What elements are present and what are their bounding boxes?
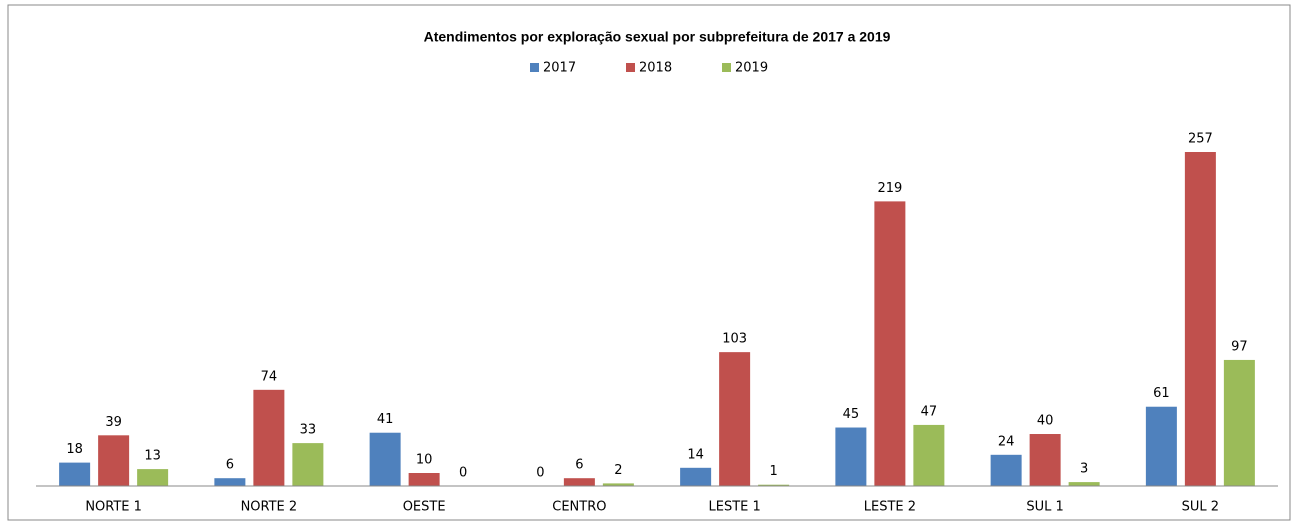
bar <box>1068 482 1100 486</box>
legend-swatch <box>722 63 731 72</box>
bar <box>990 454 1022 486</box>
bar <box>1145 406 1177 486</box>
data-label: 24 <box>998 434 1015 449</box>
data-label: 97 <box>1231 339 1248 354</box>
x-tick-label: SUL 2 <box>1182 500 1219 515</box>
x-tick-label: OESTE <box>403 500 446 515</box>
bar <box>59 462 91 486</box>
x-tick-label: NORTE 1 <box>85 500 142 515</box>
data-label: 6 <box>226 458 234 473</box>
bar <box>1029 434 1061 486</box>
x-tick-label: SUL 1 <box>1026 500 1063 515</box>
data-label: 257 <box>1188 132 1213 147</box>
bar <box>874 201 906 487</box>
data-label: 219 <box>877 181 902 196</box>
x-tick-label: LESTE 2 <box>864 500 916 515</box>
data-label: 41 <box>377 412 394 427</box>
bar <box>835 427 867 486</box>
data-label: 61 <box>1153 386 1170 401</box>
bar <box>408 473 440 486</box>
chart-title: Atendimentos por exploração sexual por s… <box>424 29 891 45</box>
data-label: 13 <box>144 449 161 464</box>
bar <box>292 443 324 486</box>
data-label: 40 <box>1037 414 1054 429</box>
legend-label: 2019 <box>735 61 768 76</box>
data-label: 47 <box>921 404 938 419</box>
bar <box>137 469 169 486</box>
data-label: 103 <box>722 332 747 347</box>
data-label: 0 <box>459 466 467 481</box>
data-label: 45 <box>843 407 860 422</box>
bar <box>680 467 712 486</box>
bar <box>719 352 751 486</box>
legend-swatch <box>626 63 635 72</box>
x-tick-label: NORTE 2 <box>241 500 298 515</box>
bar <box>253 389 285 486</box>
data-label: 39 <box>105 415 122 430</box>
data-label: 1 <box>769 464 777 479</box>
data-label: 2 <box>614 463 622 478</box>
x-tick-label: LESTE 1 <box>708 500 760 515</box>
bar <box>1184 152 1216 486</box>
data-label: 18 <box>66 442 83 457</box>
data-label: 10 <box>416 453 433 468</box>
data-label: 3 <box>1080 462 1088 477</box>
legend-label: 2017 <box>543 61 576 76</box>
data-label: 33 <box>300 423 317 438</box>
bar <box>563 478 595 486</box>
legend-label: 2018 <box>639 61 672 76</box>
chart-frame <box>7 4 1291 521</box>
x-tick-label: CENTRO <box>552 500 606 515</box>
bar <box>214 478 246 486</box>
data-label: 14 <box>687 447 704 462</box>
legend-swatch <box>530 63 539 72</box>
data-label: 6 <box>575 458 583 473</box>
bar <box>758 484 790 486</box>
bar <box>98 435 130 486</box>
bar <box>369 432 401 486</box>
data-label: 0 <box>536 466 544 481</box>
bar <box>913 424 945 486</box>
bar <box>1223 359 1255 486</box>
data-label: 74 <box>261 369 278 384</box>
bar <box>602 483 634 486</box>
